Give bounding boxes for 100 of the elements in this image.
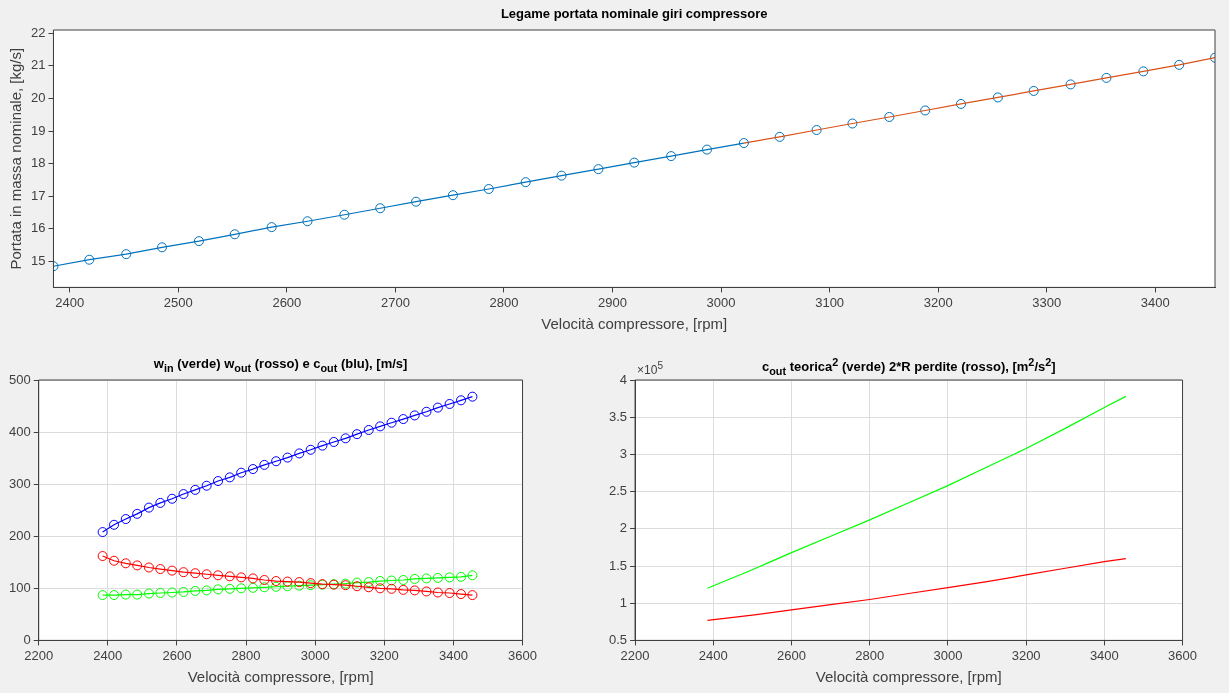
point (190, 568, 201, 579)
point (143, 588, 154, 599)
y-tick-label: 1.5 (608, 557, 628, 573)
point (444, 572, 455, 583)
y-tick-label: 17 (30, 187, 46, 203)
x-tick-label: 2900 (598, 294, 627, 310)
point (294, 448, 305, 459)
point (363, 582, 374, 593)
y-tick-label: 2.5 (608, 483, 628, 499)
y-tick-label: 0.5 (608, 631, 628, 647)
point (282, 452, 293, 463)
point (132, 560, 143, 571)
x-tick-label: 3200 (369, 647, 399, 663)
text: ×10$^{5}$ (637, 360, 663, 377)
point (456, 395, 467, 406)
y-tick-label: 21 (30, 57, 46, 73)
point (375, 421, 386, 432)
point (282, 581, 293, 592)
point (120, 514, 131, 525)
x-axis-title: Velocità compressore, [rpm] (187, 668, 374, 686)
point (375, 583, 386, 594)
point (178, 586, 189, 597)
point (247, 573, 258, 584)
point (271, 576, 282, 587)
point (375, 576, 386, 587)
point (386, 575, 397, 586)
point (447, 190, 458, 201)
x-tick-label: 2800 (231, 647, 261, 663)
point (229, 229, 240, 240)
point (467, 391, 478, 402)
point (167, 587, 178, 598)
point (190, 484, 201, 495)
point (282, 576, 293, 587)
point (432, 572, 443, 583)
point (259, 459, 270, 470)
point (847, 118, 858, 129)
y-tick-label: 16 (30, 220, 46, 236)
point (456, 589, 467, 600)
point (920, 105, 931, 116)
point (97, 590, 108, 601)
point (302, 216, 313, 227)
point (317, 440, 328, 451)
point (386, 417, 397, 428)
x-tick-label: 3000 (706, 294, 736, 310)
point (266, 222, 277, 233)
x-axis-title: Velocità compressore, [rpm] (815, 668, 1002, 686)
point (409, 573, 420, 584)
point (432, 402, 443, 413)
point (629, 157, 640, 168)
point (421, 406, 432, 417)
point (398, 584, 409, 595)
point (271, 581, 282, 592)
chart-title: w$_{in}$ (verde) w$_{out}$ (rosso) e c$_{out}$ (blu), [m/s] (153, 356, 408, 374)
point (556, 170, 567, 181)
point (120, 589, 131, 600)
point (375, 203, 386, 214)
point (340, 433, 351, 444)
point (1101, 72, 1112, 83)
y-tick-label: 3 (619, 445, 628, 461)
y-tick-label: 2 (619, 520, 628, 536)
point (143, 562, 154, 573)
point (155, 588, 166, 599)
y-tick-label: 18 (30, 155, 46, 171)
point (143, 502, 154, 513)
point (520, 177, 531, 188)
x-tick-label: 3400 (1140, 294, 1170, 310)
point (167, 565, 178, 576)
y-tick-label: 20 (30, 90, 46, 105)
point (444, 398, 455, 409)
x-tick-label: 2600 (162, 647, 192, 663)
y-tick-label: 19 (30, 122, 46, 138)
point (224, 472, 235, 483)
y-tick-label: 1 (619, 594, 628, 610)
point (213, 584, 224, 595)
point (224, 571, 235, 582)
point (593, 164, 604, 175)
point (351, 429, 362, 440)
point (738, 138, 749, 149)
x-tick-label: 3400 (438, 647, 468, 663)
chart-title: c$_{out}$ teorica$^{2}$ (verde) 2*R perdite (rosso), [m$^{2}$/s$^{2}$] (761, 356, 1056, 377)
point (120, 558, 131, 569)
point (398, 414, 409, 425)
point (884, 112, 895, 122)
y-tick-label: 100 (8, 579, 31, 595)
x-tick-label: 2400 (93, 647, 123, 663)
point (236, 467, 247, 478)
x-tick-label: 2800 (489, 294, 519, 310)
y-tick-label: 15 (30, 252, 46, 268)
point (992, 92, 1003, 103)
point (259, 574, 270, 585)
point (666, 151, 677, 162)
x-tick-label: 3200 (1011, 647, 1041, 663)
y-tick-label: 300 (8, 475, 31, 491)
y-tick-label: 4 (619, 371, 628, 387)
x-tick-label: 3400 (1089, 647, 1119, 663)
x-axis-title: Velocità compressore, [rpm] (541, 315, 728, 333)
point (1065, 79, 1076, 90)
point (247, 464, 258, 475)
point (155, 564, 166, 575)
x-tick-label: 2700 (380, 294, 410, 310)
